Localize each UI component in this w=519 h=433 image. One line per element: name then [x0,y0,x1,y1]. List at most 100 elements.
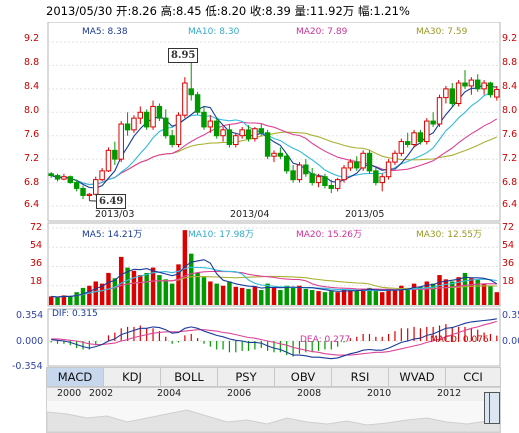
volume-bar-down [284,285,289,305]
volume-bar-up [437,275,442,305]
candle-up [379,176,385,184]
candle-down [449,88,455,104]
volume-bar-up [99,283,105,305]
candle-up [455,82,462,104]
vol-ytick-right: 36 [502,258,515,269]
close-price: 收:8.39 [249,4,291,18]
price-ytick-right: 8.0 [502,105,518,116]
volume-bar-down [309,290,315,305]
macd-ytick-right: 0.354 [502,310,519,321]
candle-up [239,129,245,137]
candle-up [341,167,347,181]
volume-bar-up [220,285,226,305]
volume-bar-up [252,286,258,305]
volume-bar-down [259,290,264,305]
volume-ma5-line [51,259,498,298]
candle-down [67,176,74,184]
volume-bar-down [157,275,162,305]
candle-up [443,88,449,99]
range-handle-right[interactable] [489,392,500,424]
volume-bar-up [443,279,449,305]
macd-chart[interactable] [0,308,519,367]
candle-up [252,128,258,140]
volume-bar-up [424,281,430,305]
volume-bar-down [405,287,410,305]
macd-dif-line [51,318,497,360]
candle-down [487,82,494,96]
volume-bar-down [144,272,149,305]
macd-plot-area [47,308,501,367]
tab-obv[interactable]: OBV [275,368,332,386]
candlestick-chart[interactable] [0,22,519,222]
timeline-year: 2008 [297,388,322,399]
candle-up [150,105,156,128]
candle-down [284,155,290,172]
candle-down [404,141,411,145]
price-ma20-label: MA20: 7.89 [296,27,348,37]
volume-bar-up [138,275,143,305]
candle-down [303,164,309,175]
volume-bar-up [176,264,181,305]
candle-down [322,176,328,186]
tab-rsi[interactable]: RSI [332,368,389,386]
volume-bar-down [488,285,493,305]
candle-down [309,173,315,184]
volume-bar-down [290,287,296,305]
candle-up [468,79,475,87]
price-ma5-label: MA5: 8.38 [82,27,128,37]
candle-down [277,152,284,157]
tab-kdj[interactable]: KDJ [104,368,161,386]
volume-bar-up [481,283,487,305]
candle-up [481,82,487,90]
candle-down [474,79,481,90]
low-price-callout: 6.49 [96,194,127,209]
volume-bar-up [348,290,353,305]
candle-down [201,111,207,128]
volume-bar-up [316,291,321,305]
volume-bar-down [329,291,334,305]
volume-bar-down [322,292,328,305]
candle-down [143,111,150,128]
volume-ma10-line [51,266,497,298]
candle-up [118,123,124,160]
tab-cci[interactable]: CCI [463,370,483,384]
vol-ytick-right: 18 [502,276,515,287]
candle-down [73,182,80,189]
volume-bar-down [303,288,309,305]
tab-boll[interactable]: BOLL [161,368,218,386]
vol-ytick-left: 54 [30,240,43,251]
candle-up [347,161,354,169]
volume-bar-up [93,281,98,305]
vol-ytick-left: 72 [30,222,43,233]
vol-ytick-left: 18 [30,276,43,287]
timeline-year: 2010 [367,388,392,399]
price-ytick-left: 7.6 [24,129,40,140]
candle-down [417,132,424,143]
x-tick-apr: 2013/04 [230,209,270,220]
volume-bar-down [367,287,372,305]
candle-down [290,170,296,181]
price-ytick-right: 6.8 [502,177,518,188]
candle-up [99,170,105,181]
macd-ytick: 0.000 [16,336,44,347]
timeline-navigator[interactable]: 2000 2002 2004 2006 2008 2010 2012 [46,387,501,433]
price-ytick-left: 8.8 [24,57,40,68]
volume-bar-up [271,287,277,305]
volume-bar-down [201,277,207,305]
candle-up [220,129,226,137]
candle-down [156,105,163,119]
volume-bar-up [233,286,239,305]
price-ytick-right: 9.2 [502,33,518,44]
tab-macd[interactable]: MACD [47,368,104,386]
tab-wvad[interactable]: WVAD [389,368,446,386]
timeline-year: 2000 [57,388,82,399]
price-ytick-right: 7.2 [502,153,518,164]
quote-summary: 2013/05/30 开:8.26 高:8.45 低:8.20 收:8.39 量… [46,4,410,18]
volume-bar-up [182,230,188,305]
volume-bar-up [399,285,404,305]
timeline-year: 2002 [89,388,114,399]
vol-ma5-label: MA5: 14.21万 [82,230,143,240]
vol-ma30-label: MA30: 12.55万 [416,230,483,240]
volume-chart[interactable] [0,222,519,308]
tab-psy[interactable]: PSY [218,368,275,386]
